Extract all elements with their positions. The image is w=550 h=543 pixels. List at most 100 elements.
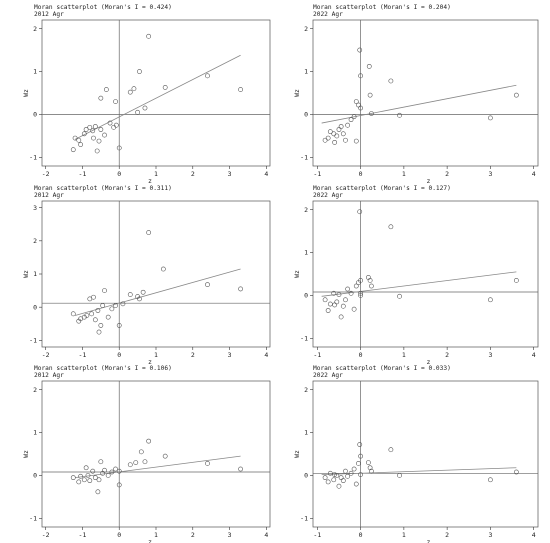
scatter-point (348, 290, 354, 296)
scatter-point (334, 299, 340, 305)
scatter-point (140, 289, 146, 295)
scatter-point (397, 112, 402, 118)
fit-line (321, 271, 517, 297)
y-tick-label: 2 (304, 206, 308, 214)
y-tick-label: 2 (33, 237, 37, 245)
scatter-point (95, 489, 101, 495)
y-axis-label: Wz (22, 450, 30, 458)
scatter-point (356, 102, 361, 108)
scatter-point (116, 482, 122, 488)
scatter-point (388, 78, 394, 84)
scatter-point (105, 314, 111, 320)
scatter-point (83, 127, 89, 132)
y-axis-label: Wz (22, 89, 30, 97)
x-tick-label: 2 (445, 170, 449, 178)
scatter-point (343, 297, 348, 303)
plot-frame (312, 380, 539, 528)
y-axis-label: Wz (22, 270, 30, 278)
scatter-point (90, 128, 96, 134)
scatter-point (357, 209, 363, 215)
scatter-point (353, 283, 359, 289)
x-tick-label: -1 (79, 531, 87, 539)
scatter-point (356, 461, 361, 466)
scatter-point (367, 92, 373, 98)
scatter-point (488, 297, 493, 303)
x-axis-label: z (427, 358, 431, 366)
scatter-point (91, 135, 96, 141)
scatter-point (92, 317, 98, 323)
scatter-point (96, 138, 102, 144)
fit-line (75, 455, 241, 479)
y-tick-label: -1 (29, 515, 37, 523)
scatter-point (357, 442, 363, 447)
scatter-point (127, 462, 133, 468)
scatter-point (76, 137, 82, 143)
x-tick-label: 0 (117, 531, 121, 539)
scatter-point (340, 131, 346, 137)
x-tick-label: 0 (359, 351, 363, 359)
scatter-point (76, 479, 82, 485)
scatter-point (336, 292, 342, 298)
scatter-point (109, 306, 115, 312)
scatter-point (332, 472, 338, 478)
scatter-point (116, 468, 122, 474)
scatter-point (345, 286, 351, 292)
scatter-point (100, 303, 106, 308)
panel-title: Moran scatterplot (Moran's I = 0.106) (34, 365, 172, 372)
scatter-point (131, 86, 137, 92)
scatter-point (142, 459, 148, 465)
x-tick-label: 3 (488, 170, 492, 178)
y-tick-label: 0 (33, 472, 37, 480)
scatter-point (120, 301, 126, 307)
scatter-point (146, 438, 152, 444)
panel-title: Moran scatterplot (Moran's I = 0.127) (313, 185, 451, 192)
y-tick-label: 0 (304, 472, 308, 480)
x-axis-label: z (148, 358, 152, 366)
panel-2: Moran scatterplot (Moran's I = 0.204)202… (293, 4, 539, 185)
scatter-point (345, 122, 351, 128)
scatter-point (102, 132, 107, 138)
scatter-point (113, 99, 118, 104)
scatter-point (358, 293, 363, 298)
scatter-point (369, 111, 374, 117)
scatter-point (111, 124, 117, 130)
panel-title: Moran scatterplot (Moran's I = 0.311) (34, 185, 172, 192)
scatter-point (388, 224, 394, 230)
scatter-point (138, 449, 144, 455)
scatter-point (327, 470, 333, 476)
scatter-point (70, 147, 76, 153)
scatter-point (146, 33, 152, 39)
y-tick-label: -1 (300, 335, 308, 343)
scatter-point (103, 87, 109, 92)
scatter-point (142, 105, 148, 111)
scatter-point (331, 131, 337, 137)
x-tick-label: -2 (42, 170, 50, 178)
scatter-point (348, 117, 354, 123)
y-tick-label: -1 (300, 154, 308, 162)
scatter-point (345, 473, 351, 479)
scatter-point (96, 329, 102, 335)
scatter-point (325, 308, 331, 313)
scatter-point (351, 306, 357, 312)
scatter-point (92, 475, 98, 481)
fit-line (321, 467, 517, 476)
y-tick-label: 3 (33, 204, 37, 212)
scatter-point (336, 127, 342, 132)
x-axis-label: z (148, 538, 152, 543)
scatter-point (135, 294, 141, 299)
y-axis-label: Wz (293, 270, 301, 278)
scatter-point (98, 95, 104, 101)
y-tick-label: 1 (33, 68, 37, 76)
scatter-point (89, 311, 95, 317)
x-tick-label: 2 (191, 531, 195, 539)
scatter-point (98, 459, 104, 465)
x-tick-label: 0 (117, 170, 121, 178)
x-tick-label: -1 (79, 351, 87, 359)
scatter-point (113, 466, 118, 472)
y-tick-label: 0 (304, 292, 308, 300)
scatter-point (87, 124, 93, 130)
scatter-point (343, 137, 348, 143)
fit-line (74, 54, 241, 140)
scatter-point (78, 142, 84, 147)
scatter-point (340, 478, 346, 484)
